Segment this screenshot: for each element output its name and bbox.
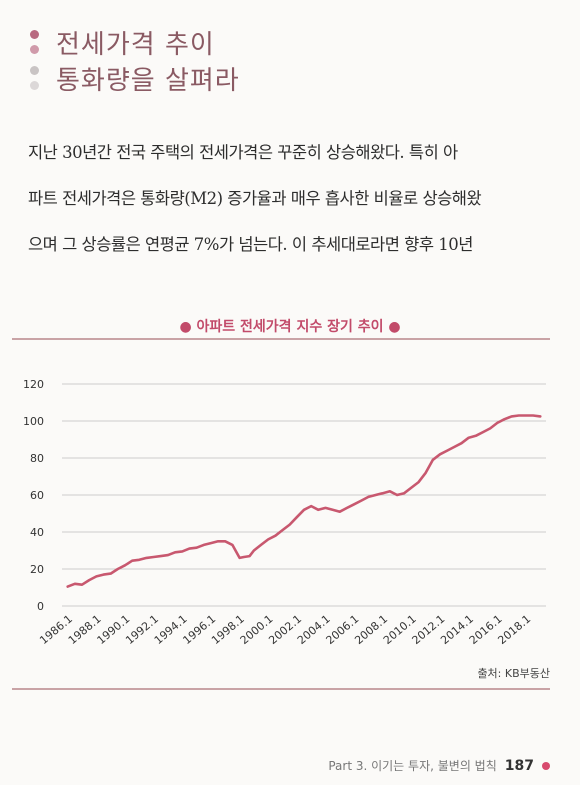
y-tick-label: 80 <box>30 452 44 465</box>
heading-line-2: 통화량을 살펴라 <box>30 60 240 96</box>
heading-line-1: 전세가격 추이 <box>30 24 240 60</box>
chart-title-left-dot: ● <box>179 319 192 335</box>
bullet-dot <box>30 30 39 39</box>
bullet-dots-top <box>30 30 52 54</box>
y-tick-label: 40 <box>30 526 44 539</box>
x-tick-label: 2018.1 <box>495 612 533 647</box>
line-chart: 0204060801001201986.11988.11990.11992.11… <box>23 378 546 647</box>
chart-top-rule <box>12 338 550 340</box>
body-line: 파트 전세가격은 통화량(M2) 증가율과 매우 흡사한 비율로 상승해왔 <box>28 189 482 208</box>
body-line: 지난 30년간 전국 주택의 전세가격은 꾸준히 상승해왔다. 특히 아 <box>28 143 458 162</box>
y-tick-label: 0 <box>37 600 44 613</box>
chart-title-text: 아파트 전세가격 지수 장기 추이 <box>196 319 384 335</box>
footer-dot <box>542 761 550 770</box>
page-footer: Part 3. 이기는 투자, 불변의 법칙 187 <box>328 757 550 774</box>
heading-title: 전세가격 추이 <box>56 29 215 60</box>
series-line <box>66 414 542 588</box>
bullet-dot <box>30 81 39 90</box>
chart-source: 출처: KB부동산 <box>477 667 550 680</box>
bullet-dots-bottom <box>30 66 52 90</box>
body-line: 으며 그 상승률은 연평균 7%가 넘는다. 이 추세대로라면 향후 10년 <box>28 235 473 254</box>
footer-chapter: Part 3. 이기는 투자, 불변의 법칙 <box>328 759 497 773</box>
section-heading: 전세가격 추이 통화량을 살펴라 <box>30 24 240 96</box>
y-tick-label: 100 <box>23 415 44 428</box>
page-number: 187 <box>504 757 534 774</box>
y-tick-label: 120 <box>23 378 44 391</box>
heading-subtitle: 통화량을 살펴라 <box>56 65 240 96</box>
bullet-dot <box>30 66 39 75</box>
body-paragraph: 지난 30년간 전국 주택의 전세가격은 꾸준히 상승해왔다. 특히 아 파트 … <box>28 130 552 268</box>
chart-title-right-dot: ● <box>388 319 401 335</box>
bullet-dot <box>30 45 39 54</box>
chart-bottom-rule <box>12 688 550 690</box>
y-tick-label: 20 <box>30 563 44 576</box>
y-tick-label: 60 <box>30 489 44 502</box>
chart-title: ● 아파트 전세가격 지수 장기 추이 ● <box>0 316 580 336</box>
